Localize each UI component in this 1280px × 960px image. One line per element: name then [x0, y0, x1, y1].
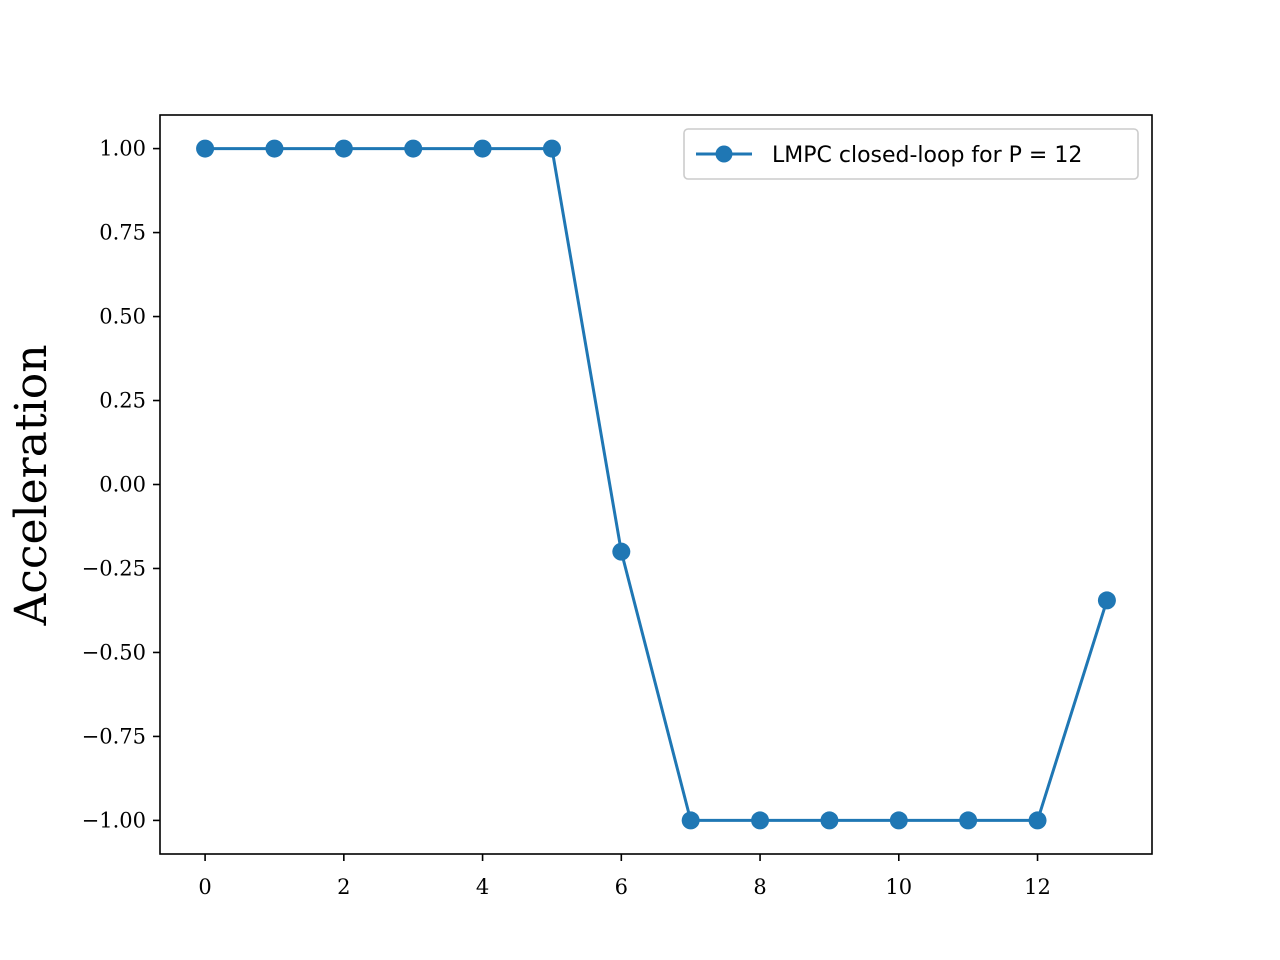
y-tick-label: −1.00 — [82, 808, 146, 832]
x-tick-label: 2 — [337, 875, 350, 899]
data-point — [196, 139, 215, 158]
x-tick-label: 6 — [615, 875, 628, 899]
x-tick-label: 4 — [476, 875, 489, 899]
legend-entry-label: LMPC closed-loop for P = 12 — [772, 143, 1082, 168]
data-point — [612, 542, 631, 561]
data-point — [542, 139, 561, 158]
plot-frame — [159, 114, 1153, 855]
data-point — [820, 811, 839, 830]
y-axis-label: Acceleration — [6, 344, 57, 626]
data-point — [1028, 811, 1047, 830]
x-tick-label: 12 — [1024, 875, 1051, 899]
x-tick-label: 0 — [198, 875, 211, 899]
legend-box — [683, 128, 1139, 180]
series-line — [205, 147, 1109, 822]
x-axis-ticks: 0 2 4 6 8 10 12 — [198, 854, 1051, 899]
series-layer — [196, 139, 1116, 830]
data-point — [1097, 591, 1116, 610]
y-tick-label: 0.75 — [99, 221, 146, 245]
data-point — [751, 811, 770, 830]
x-tick-label: 10 — [885, 875, 912, 899]
y-tick-label: −0.25 — [82, 556, 146, 580]
y-tick-label: 1.00 — [99, 137, 146, 161]
data-point — [334, 139, 353, 158]
y-axis-ticks: 1.00 0.75 0.50 0.25 0.00 −0.25 −0.50 −0.75 −1.00 — [82, 137, 160, 832]
x-tick-label: 8 — [753, 875, 766, 899]
data-point — [473, 139, 492, 158]
data-point — [404, 139, 423, 158]
data-point — [959, 811, 978, 830]
y-tick-label: −0.75 — [82, 724, 146, 748]
legend: LMPC closed-loop for P = 12 — [683, 128, 1139, 180]
y-tick-label: −0.50 — [82, 640, 146, 664]
y-tick-label: 0.00 — [99, 473, 146, 497]
data-point — [889, 811, 908, 830]
data-point — [265, 139, 284, 158]
legend-marker-swatch — [715, 145, 733, 163]
data-point — [681, 811, 700, 830]
y-tick-label: 0.25 — [99, 389, 146, 413]
y-tick-label: 0.50 — [99, 305, 146, 329]
